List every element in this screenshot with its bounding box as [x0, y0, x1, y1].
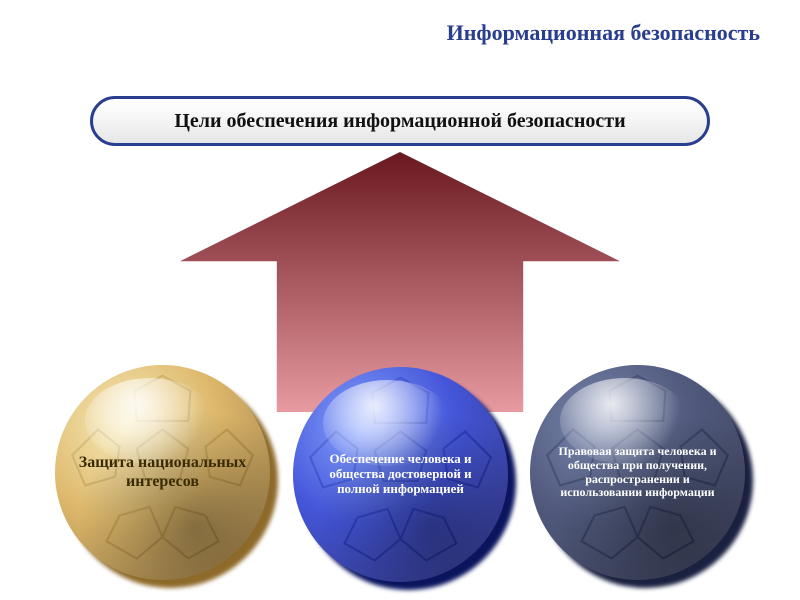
goal-box: Цели обеспечения информационной безопасн…	[90, 96, 710, 146]
goal-box-label: Цели обеспечения информационной безопасн…	[174, 110, 625, 133]
sphere-label: Правовая защита человека и общества при …	[530, 365, 745, 580]
sphere-label: Защита национальных интересов	[55, 365, 270, 580]
page-title: Информационная безопасность	[0, 20, 760, 46]
sphere-left: Защита национальных интересов	[55, 365, 270, 580]
sphere-label: Обеспечение человека и общества достовер…	[293, 367, 508, 582]
diagram-stage: Информационная безопасность Цели обеспеч…	[0, 0, 800, 600]
sphere-mid: Обеспечение человека и общества достовер…	[293, 367, 508, 582]
sphere-right: Правовая защита человека и общества при …	[530, 365, 745, 580]
